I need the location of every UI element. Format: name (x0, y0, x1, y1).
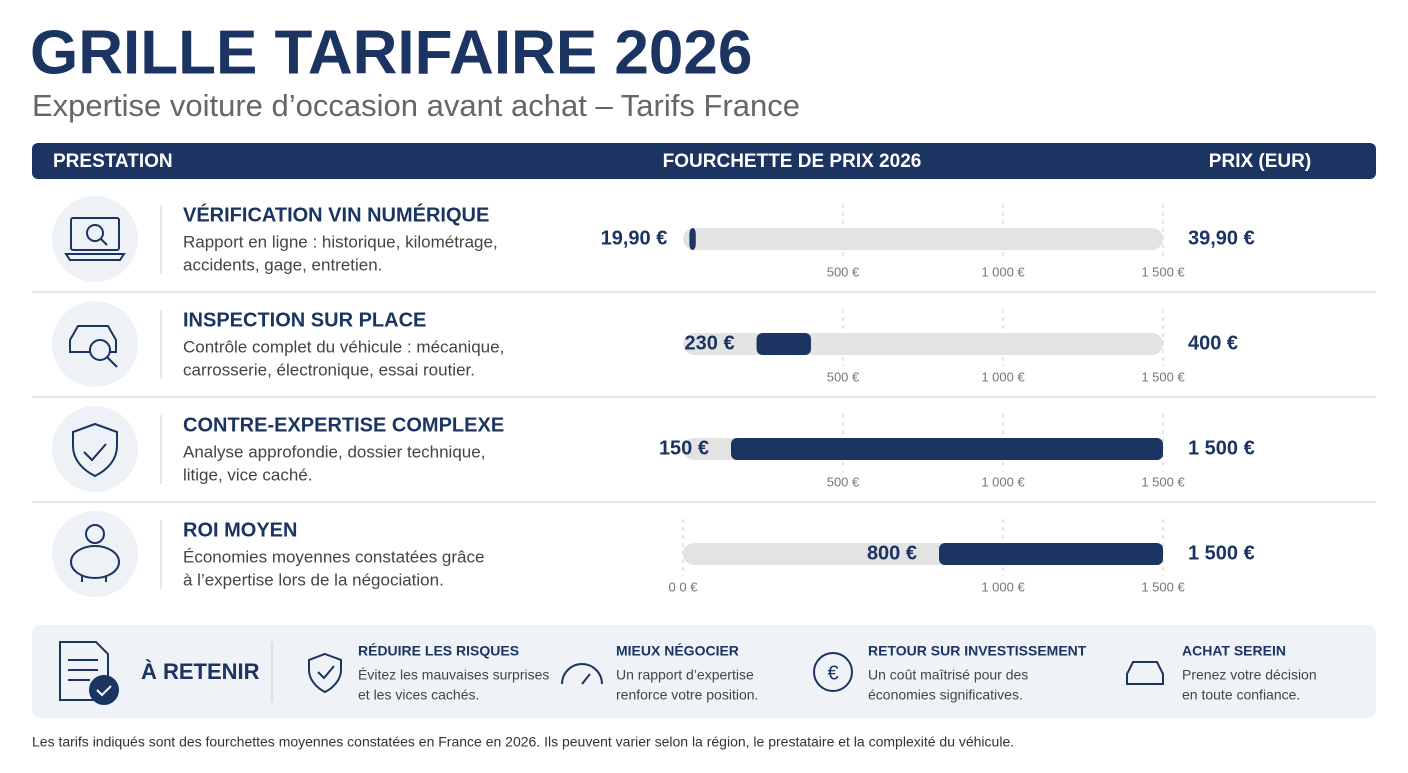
range-bar (756, 333, 811, 355)
range-bar (731, 438, 1163, 460)
svg-text:€: € (827, 662, 838, 684)
tick-label: 0 0 € (669, 579, 699, 594)
low-price: 150 € (659, 437, 709, 459)
service-description: Analyse approfondie, dossier technique, (183, 442, 485, 461)
icon-piggy (52, 511, 138, 597)
summary-icons: € (308, 652, 1164, 694)
high-price: 39,90 € (1188, 227, 1255, 249)
summary-item-title: ACHAT SEREIN (1182, 643, 1286, 659)
summary-item-text: en toute confiance. (1182, 687, 1300, 703)
tick-label: 500 € (827, 369, 860, 384)
tick-label: 1 500 € (1141, 474, 1185, 489)
summary-item-text: Un rapport d’expertise (616, 667, 754, 683)
column-header: PRESTATION (53, 151, 173, 172)
tick-label: 1 500 € (1141, 369, 1185, 384)
subtitle: Expertise voiture d’occasion avant achat… (32, 88, 800, 123)
column-header: FOURCHETTE DE PRIX 2026 (663, 151, 922, 172)
low-price: 800 € (867, 542, 917, 564)
service-description: accidents, gage, entretien. (183, 255, 382, 274)
tick-label: 1 000 € (981, 369, 1025, 384)
title: GRILLE TARIFAIRE 2026 (30, 18, 752, 87)
summary-item-title: RÉDUIRE LES RISQUES (358, 643, 519, 659)
bar-track (683, 228, 1163, 250)
service-description: Contrôle complet du véhicule : mécanique… (183, 337, 504, 356)
service-description: Économies moyennes constatées grâce (183, 547, 484, 566)
footnote: Les tarifs indiqués sont des fourchettes… (32, 734, 1014, 750)
service-description: à l’expertise lors de la négociation. (183, 570, 444, 589)
summary-item-text: renforce votre position. (616, 687, 758, 703)
tick-label: 1 000 € (981, 264, 1025, 279)
range-bar (939, 543, 1163, 565)
summary-item-text: et les vices cachés. (358, 687, 479, 703)
service-title: INSPECTION SUR PLACE (183, 309, 426, 331)
column-header: PRIX (EUR) (1209, 151, 1311, 172)
service-title: CONTRE-EXPERTISE COMPLEXE (183, 414, 504, 436)
tick-label: 500 € (827, 474, 860, 489)
range-bar (689, 228, 696, 250)
header-bar (32, 143, 1376, 179)
high-price: 400 € (1188, 332, 1238, 354)
service-title: VÉRIFICATION VIN NUMÉRIQUE (183, 203, 489, 226)
service-description: Rapport en ligne : historique, kilométra… (183, 232, 498, 251)
low-price: 19,90 € (601, 227, 668, 249)
summary-item-text: Prenez votre décision (1182, 667, 1317, 683)
icon-laptop (52, 196, 138, 282)
high-price: 1 500 € (1188, 437, 1255, 459)
summary-item-text: Un coût maîtrisé pour des (868, 667, 1028, 683)
row-dividers (32, 205, 1376, 589)
icon-shield (52, 406, 138, 492)
low-price: 230 € (685, 332, 735, 354)
summary-item-title: RETOUR SUR INVESTISSEMENT (868, 643, 1087, 659)
high-price: 1 500 € (1188, 542, 1255, 564)
summary-box (32, 625, 1376, 718)
summary-title: À RETENIR (141, 659, 260, 684)
tick-label: 500 € (827, 264, 860, 279)
tick-label: 1 500 € (1141, 264, 1185, 279)
summary-item-title: MIEUX NÉGOCIER (616, 643, 739, 659)
tick-label: 1 000 € (981, 474, 1025, 489)
icon-car-search (52, 301, 138, 387)
tick-label: 1 000 € (981, 579, 1025, 594)
service-description: carrosserie, électronique, essai routier… (183, 360, 475, 379)
summary-item-text: économies significatives. (868, 687, 1023, 703)
icon-document (59, 641, 119, 705)
service-description: litige, vice caché. (183, 465, 312, 484)
bar-track (683, 333, 1163, 355)
service-title: ROI MOYEN (183, 519, 297, 541)
tick-label: 1 500 € (1141, 579, 1185, 594)
summary-item-text: Évitez les mauvaises surprises (358, 667, 549, 683)
